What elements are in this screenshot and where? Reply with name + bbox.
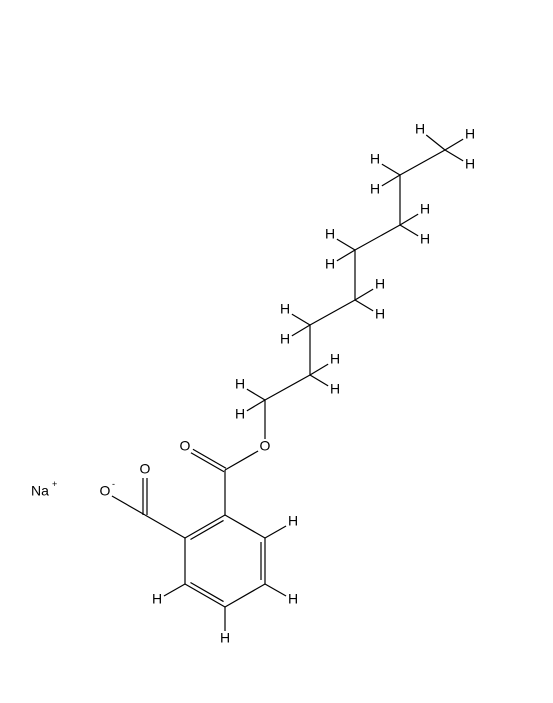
atom-H9b: H <box>235 376 245 392</box>
atom-Na: Na <box>31 483 49 499</box>
atom-O1-charge: - <box>112 479 115 489</box>
atom-O4: O <box>260 438 271 454</box>
atom-H12b: H <box>375 276 385 292</box>
atom-H13a: H <box>325 256 335 272</box>
atom-H16c: H <box>415 121 425 137</box>
atom-H13b: H <box>325 226 335 242</box>
atom-H10b: H <box>330 351 340 367</box>
atom-H6: H <box>220 630 230 646</box>
atom-H12a: H <box>375 306 385 322</box>
atom-H14b: H <box>420 201 430 217</box>
atom-Na-charge: + <box>52 479 57 489</box>
atom-H16b: H <box>465 126 475 142</box>
atom-H7: H <box>152 591 162 607</box>
atom-H15b: H <box>370 151 380 167</box>
atom-O2: O <box>140 461 151 477</box>
molecule-diagram: Na+O-OHHHHOOHHHHHHHHHHHHHHHHH <box>0 0 553 703</box>
atom-H15a: H <box>370 181 380 197</box>
atom-H14a: H <box>420 231 430 247</box>
atom-H9a: H <box>235 406 245 422</box>
atom-O3: O <box>180 438 191 454</box>
atom-H4: H <box>288 513 298 529</box>
atom-H10a: H <box>330 381 340 397</box>
atom-H5: H <box>288 591 298 607</box>
atom-O1: O <box>100 483 111 499</box>
atom-H11b: H <box>280 301 290 317</box>
atom-H11a: H <box>280 331 290 347</box>
atom-H16a: H <box>465 156 475 172</box>
